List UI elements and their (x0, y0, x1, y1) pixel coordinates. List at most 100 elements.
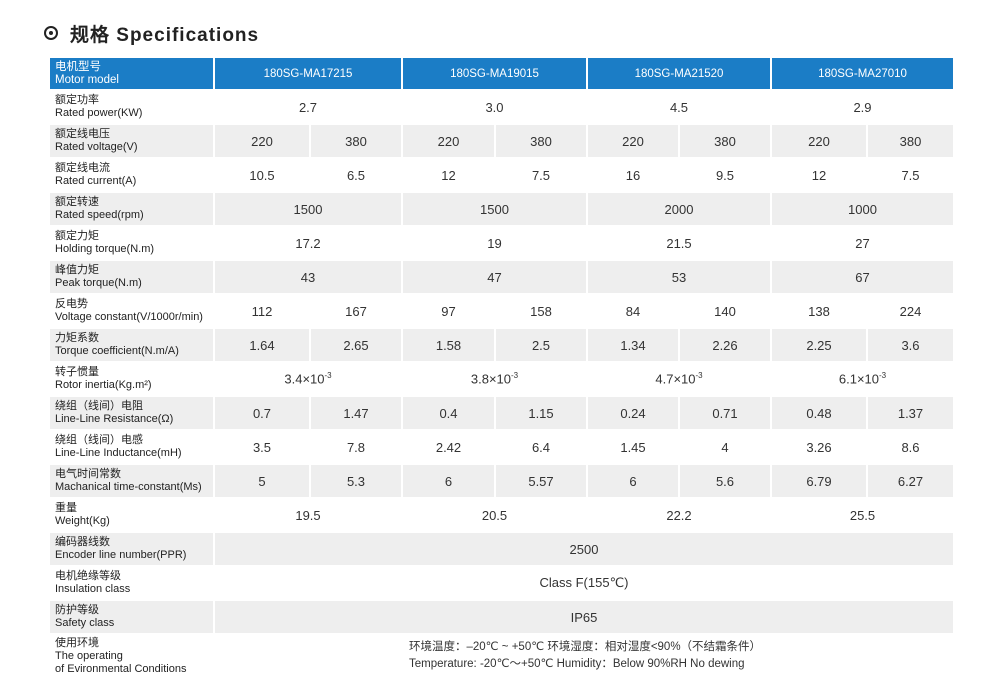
spec-row: 额定线电流 Rated current(A) 10.5 6.5 12 7.5 16 9.5 12… (48, 157, 955, 193)
value-cell: 0.71 (678, 395, 772, 431)
value-cell: 2.25 (770, 327, 868, 363)
value-cell: 19 (401, 225, 588, 261)
value-cell: 5.6 (678, 463, 772, 499)
value-cell: 2.42 (401, 429, 496, 465)
row-label-en: Voltage constant(V/1000r/min) (55, 311, 203, 323)
row-label: 电机绝缘等级 Insulation class (48, 565, 215, 601)
value-cell: 1000 (770, 191, 955, 227)
row-label-en: Torque coefficient(N.m/A) (55, 345, 179, 357)
row-label: 额定线电压 Rated voltage(V) (48, 123, 215, 159)
row-label: 额定转速 Rated speed(rpm) (48, 191, 215, 227)
value-cell: 3.26 (770, 429, 868, 465)
value-cell: 22.2 (586, 497, 772, 533)
row-label: 峰值力矩 Peak torque(N.m) (48, 259, 215, 295)
row-label-zh: 编码器线数 (55, 536, 110, 548)
row-label-zh: 电机型号 (55, 60, 101, 73)
row-label-zh: 电机绝缘等级 (55, 570, 121, 582)
row-label-en: The operating (55, 649, 123, 662)
value-cell: 6.1×10-3 (770, 361, 955, 397)
value-cell: 0.4 (401, 395, 496, 431)
row-label: 额定线电流 Rated current(A) (48, 157, 215, 193)
row-label: 编码器线数 Encoder line number(PPR) (48, 531, 215, 567)
row-label-en: Weight(Kg) (55, 515, 110, 527)
value-cell: 2.9 (770, 89, 955, 125)
environment-row: 使用环境 The operating of Evironmental Conditi… (48, 633, 955, 679)
value-cell: 1.45 (586, 429, 680, 465)
value-cell: 1.34 (586, 327, 680, 363)
value-cell: 1500 (401, 191, 588, 227)
row-label-zh: 绕组（线间）电阻 (55, 400, 143, 412)
value-cell: 12 (401, 157, 496, 193)
value-cell: 3.6 (866, 327, 955, 363)
row-label-zh: 使用环境 (55, 636, 99, 649)
spec-row: 防护等级 Safety class IP65 (48, 599, 955, 635)
value-cell: 1.47 (309, 395, 403, 431)
row-label-en: Insulation class (55, 583, 131, 595)
value-cell: 4.7×10-3 (586, 361, 772, 397)
value-cell: 4 (678, 429, 772, 465)
value-cell: 220 (586, 123, 680, 159)
value-cell: 5 (213, 463, 311, 499)
value-cell: 138 (770, 293, 868, 329)
value-cell: 5.57 (494, 463, 588, 499)
value-cell: 380 (494, 123, 588, 159)
spec-row: 额定功率 Rated power(KW) 2.7 3.0 4.5 2.9 (48, 89, 955, 125)
row-label-zh: 力矩系数 (55, 332, 99, 344)
bullet-circle-icon (44, 26, 58, 40)
value-cell: 3.5 (213, 429, 311, 465)
value-cell: 2.26 (678, 327, 772, 363)
header-row: 电机型号 Motor model 180SG-MA17215 180SG-MA1901… (48, 56, 955, 91)
row-label: 电机型号 Motor model (48, 56, 215, 91)
value-cell: 1500 (213, 191, 403, 227)
value-cell: 5.3 (309, 463, 403, 499)
value-base: 3.4×10 (284, 371, 325, 387)
row-label-zh: 额定线电流 (55, 162, 110, 174)
spec-row: 额定力矩 Holding torque(N.m) 17.2 19 21.5 27 (48, 225, 955, 261)
value-cell: 1.64 (213, 327, 311, 363)
value-cell: 67 (770, 259, 955, 295)
row-label-en: Line-Line Resistance(Ω) (55, 413, 174, 425)
row-label-zh: 转子惯量 (55, 366, 99, 378)
value-exponent: -3 (324, 371, 332, 381)
row-label-en: Rotor inertia(Kg.m²) (55, 379, 152, 391)
value-cell: 220 (770, 123, 868, 159)
row-label-en: Machanical time-constant(Ms) (55, 481, 202, 493)
row-label: 使用环境 The operating of Evironmental Conditi… (48, 633, 215, 679)
value-cell: 20.5 (401, 497, 588, 533)
model-header-cell: 180SG-MA17215 (213, 56, 403, 91)
row-label-zh: 重量 (55, 502, 77, 514)
row-label-zh: 电气时间常数 (55, 468, 121, 480)
row-label-en: Rated speed(rpm) (55, 209, 144, 221)
row-label-zh: 额定线电压 (55, 128, 110, 140)
row-label: 重量 Weight(Kg) (48, 497, 215, 533)
value-cell: 4.5 (586, 89, 772, 125)
value-cell: 2.65 (309, 327, 403, 363)
row-label-zh: 防护等级 (55, 604, 99, 616)
value-cell: Class F(155℃) (213, 565, 955, 601)
spec-row: 峰值力矩 Peak torque(N.m) 43 47 53 67 (48, 259, 955, 295)
value-cell: 6.5 (309, 157, 403, 193)
value-cell: 6.4 (494, 429, 588, 465)
spec-row: 额定转速 Rated speed(rpm) 1500 1500 2000 1000 (48, 191, 955, 227)
value-cell: 1.37 (866, 395, 955, 431)
value-exponent: -3 (511, 371, 519, 381)
value-cell: 380 (309, 123, 403, 159)
spec-row: 反电势 Voltage constant(V/1000r/min) 112 167 97… (48, 293, 955, 329)
model-header-cell: 180SG-MA21520 (586, 56, 772, 91)
row-label-zh: 额定功率 (55, 94, 99, 106)
value-cell: 224 (866, 293, 955, 329)
specifications-table: 电机型号 Motor model 180SG-MA17215 180SG-MA1901… (48, 56, 955, 679)
spec-row: 电气时间常数 Machanical time-constant(Ms) 5 5.3 6 5… (48, 463, 955, 499)
value-cell: 7.5 (866, 157, 955, 193)
value-cell: 6 (586, 463, 680, 499)
environment-text: 环境温度：–20℃ ~ +50℃ 环境湿度：相对湿度<90%（不结霜条件） Tem… (215, 639, 953, 673)
environment-line-en: Temperature: -20℃～+50℃ Humidity：Below 90… (409, 658, 745, 670)
value-cell: 19.5 (213, 497, 403, 533)
value-cell: 220 (213, 123, 311, 159)
row-label-en: Motor model (55, 73, 119, 86)
value-cell: 2000 (586, 191, 772, 227)
value-cell: 220 (401, 123, 496, 159)
value-cell: 1.15 (494, 395, 588, 431)
value-cell: 3.4×10-3 (213, 361, 403, 397)
spec-row: 额定线电压 Rated voltage(V) 220 380 220 380 220 380 2… (48, 123, 955, 159)
